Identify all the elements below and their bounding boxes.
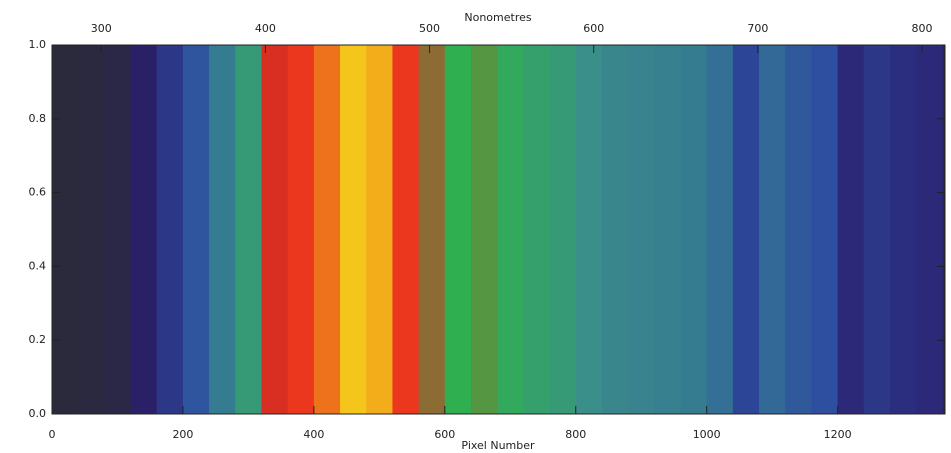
intensity-column [863,45,891,414]
y-tick-label: 0.8 [29,112,47,125]
y-tick-label: 1.0 [29,38,47,51]
intensity-column [759,45,786,414]
intensity-column [418,45,446,414]
top-tick-label: 800 [912,22,933,35]
top-tick-label: 500 [419,22,440,35]
intensity-column [340,45,367,414]
intensity-column [811,45,839,414]
intensity-column [235,45,263,414]
x-tick-label: 600 [434,428,455,441]
top-tick-label: 600 [583,22,604,35]
intensity-column [52,45,79,414]
intensity-column [706,45,734,414]
intensity-column [628,45,655,414]
x-tick-label: 200 [172,428,193,441]
intensity-column [130,45,158,414]
intensity-column [78,45,105,414]
intensity-column [156,45,184,414]
intensity-column [313,45,341,414]
top-tick-label: 400 [255,22,276,35]
y-tick-label: 0.4 [29,259,47,272]
intensity-column [104,45,132,414]
intensity-column [837,45,865,414]
y-tick-label: 0.6 [29,186,47,199]
intensity-column [654,45,682,414]
intensity-column [575,45,603,414]
intensity-column [392,45,420,414]
intensity-column [549,45,577,414]
top-tick-label: 300 [91,22,112,35]
intensity-column [680,45,708,414]
intensity-column [287,45,315,414]
intensity-column [601,45,629,414]
intensity-column [785,45,812,414]
intensity-column [916,45,943,414]
x-tick-label: 1200 [824,428,852,441]
intensity-column [497,45,524,414]
intensity-column [444,45,472,414]
x-axis-title: Pixel Number [461,439,535,452]
intensity-column [471,45,498,414]
x-tick-label: 400 [303,428,324,441]
x-tick-label: 800 [565,428,586,441]
intensity-column [732,45,760,414]
intensity-column [523,45,551,414]
intensity-column [366,45,393,414]
top-axis-title: Nonometres [464,11,532,24]
intensity-column [261,45,289,414]
y-tick-label: 0.2 [29,333,47,346]
y-tick-label: 0.0 [29,407,47,420]
plot-frame [51,44,946,415]
x-tick-label: 1000 [693,428,721,441]
intensity-column [890,45,917,414]
x-tick-label: 0 [49,428,56,441]
intensity-column [209,45,236,414]
top-tick-label: 700 [747,22,768,35]
intensity-column [182,45,210,414]
